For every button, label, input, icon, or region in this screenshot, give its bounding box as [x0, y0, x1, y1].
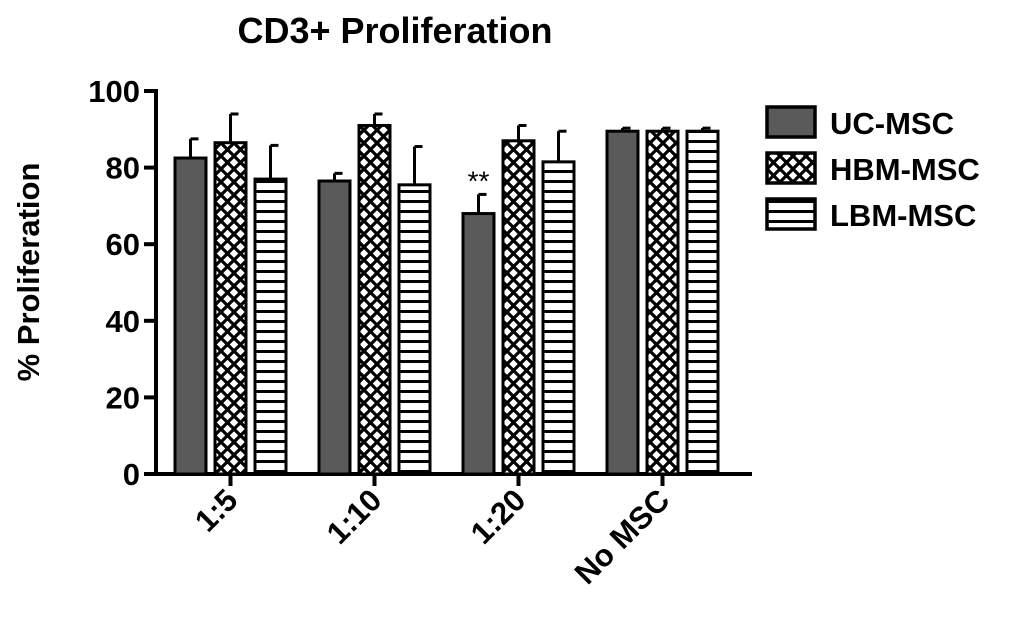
- plot-area: 0 20 40 60 80 100 1:5 1:10 1:20 No MSC **: [88, 74, 752, 591]
- bar: [461, 212, 496, 476]
- bar: [317, 179, 352, 476]
- legend-swatch: [765, 151, 817, 185]
- y-tick-label: 40: [106, 304, 140, 339]
- bar: [397, 183, 432, 476]
- bar: [685, 129, 720, 476]
- x-tick-label: 1:20: [464, 482, 533, 551]
- legend-label: UC-MSC: [830, 106, 954, 141]
- y-tick-label: 60: [106, 227, 140, 262]
- bar: [501, 139, 536, 476]
- bar: [357, 123, 392, 476]
- significance-marker: **: [468, 165, 490, 196]
- legend: UC-MSC HBM-MSC LBM-MSC: [765, 105, 980, 233]
- legend-label: LBM-MSC: [830, 198, 976, 233]
- x-tick-label: No MSC: [568, 482, 677, 591]
- bar: [541, 160, 576, 476]
- x-tick-label: 1:5: [188, 482, 244, 538]
- legend-swatch: [765, 105, 817, 139]
- y-tick-label: 100: [88, 74, 140, 109]
- bar: [213, 141, 248, 476]
- x-tick-label: 1:10: [320, 482, 389, 551]
- y-tick-label: 80: [106, 151, 140, 186]
- y-tick-label: 0: [123, 457, 140, 492]
- bar: [173, 156, 208, 476]
- bar: [253, 177, 288, 476]
- legend-swatch: [765, 197, 817, 231]
- legend-label: HBM-MSC: [830, 152, 980, 187]
- chart-title: CD3+ Proliferation: [237, 10, 552, 51]
- y-tick-label: 20: [106, 380, 140, 415]
- y-axis-title: % Proliferation: [11, 163, 46, 382]
- bar: [645, 129, 680, 476]
- bar: [605, 129, 640, 476]
